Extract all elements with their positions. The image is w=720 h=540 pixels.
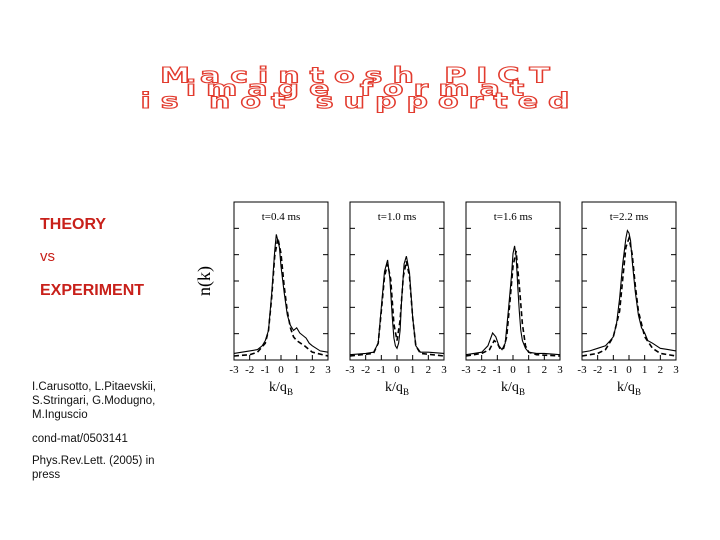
theory-curve	[233, 238, 329, 357]
x-tick-label: -2	[245, 364, 254, 376]
experiment-curve	[233, 234, 329, 354]
x-axis-label-subscript: B	[287, 387, 293, 397]
x-tick-label: -3	[577, 364, 587, 376]
panel-title: t=0.4 ms	[262, 211, 301, 223]
x-tick-label: 2	[426, 364, 432, 376]
x-tick-label: -3	[229, 364, 239, 376]
vs-heading: vs	[40, 248, 55, 265]
experiment-heading: EXPERIMENT	[40, 282, 145, 299]
x-tick-label: 3	[557, 364, 563, 376]
panel-frame	[233, 201, 329, 361]
pict-notice-line: Macintosh PICT	[159, 63, 560, 89]
pict-notice-line: is not supported	[140, 89, 580, 114]
experiment-curve	[581, 229, 677, 353]
theory-curve	[349, 261, 445, 357]
x-tick-label: 1	[642, 364, 648, 376]
x-tick-label: 1	[410, 364, 416, 376]
x-tick-label: 2	[658, 364, 664, 376]
panel-frame	[581, 201, 677, 361]
x-tick-label: 1	[294, 364, 300, 376]
momentum-distribution-figure: n(k) -3 -2 -1 0 1 2 3 t=0.4 ms k/qB -3 -2 -1 0 1 2 3 t=1.…	[194, 196, 696, 411]
x-tick-label: 0	[278, 364, 284, 376]
momentum-distribution-chart: n(k)-3 -2 -1 0 1 2 3t=0.4 msk/qB-3 -2 -1 0 1 2 3t=1.…	[194, 201, 679, 397]
x-tick-label: -1	[377, 364, 386, 376]
x-tick-label: -3	[345, 364, 355, 376]
x-tick-label: -3	[461, 364, 471, 376]
x-axis-label: k/qB	[385, 380, 409, 397]
x-axis-label-subscript: B	[519, 387, 525, 397]
x-tick-label: -1	[493, 364, 502, 376]
x-tick-label: -2	[361, 364, 370, 376]
experiment-curve	[465, 245, 561, 356]
panel-frame	[465, 201, 561, 361]
x-tick-label: 3	[325, 364, 331, 376]
theory-curve	[581, 235, 677, 357]
x-axis-label: k/qB	[501, 380, 525, 397]
journal-reference: Phys.Rev.Lett. (2005) in press	[32, 455, 155, 481]
x-tick-label: 3	[441, 364, 447, 376]
theory-curve	[465, 250, 561, 357]
x-tick-label: 2	[310, 364, 316, 376]
x-tick-label: -1	[609, 364, 618, 376]
x-tick-label: 0	[394, 364, 400, 376]
experiment-curve	[349, 256, 445, 356]
x-tick-label: -1	[261, 364, 270, 376]
x-tick-label: 1	[526, 364, 532, 376]
x-tick-label: -2	[477, 364, 486, 376]
x-axis-label-subscript: B	[635, 387, 641, 397]
x-tick-label: 2	[542, 364, 548, 376]
x-axis-label-subscript: B	[403, 387, 409, 397]
authors-text: I.Carusotto, L.Pitaevskii, S.Stringari, …	[32, 381, 156, 421]
x-tick-label: -2	[593, 364, 602, 376]
x-tick-label: 0	[510, 364, 516, 376]
theory-heading: THEORY	[40, 216, 107, 233]
pict-unsupported-notice: Macintosh PICT image format is not suppo…	[40, 63, 680, 114]
arxiv-reference: cond-mat/0503141	[32, 433, 128, 445]
panel-title: t=2.2 ms	[610, 211, 649, 223]
panel-title: t=1.0 ms	[378, 211, 417, 223]
pict-notice-line: image format	[185, 76, 535, 101]
x-tick-label: 3	[673, 364, 679, 376]
x-axis-label: k/qB	[617, 380, 641, 397]
x-axis-label: k/qB	[269, 380, 293, 397]
y-axis-label: n(k)	[196, 266, 215, 296]
panel-title: t=1.6 ms	[494, 211, 533, 223]
x-tick-label: 0	[626, 364, 632, 376]
